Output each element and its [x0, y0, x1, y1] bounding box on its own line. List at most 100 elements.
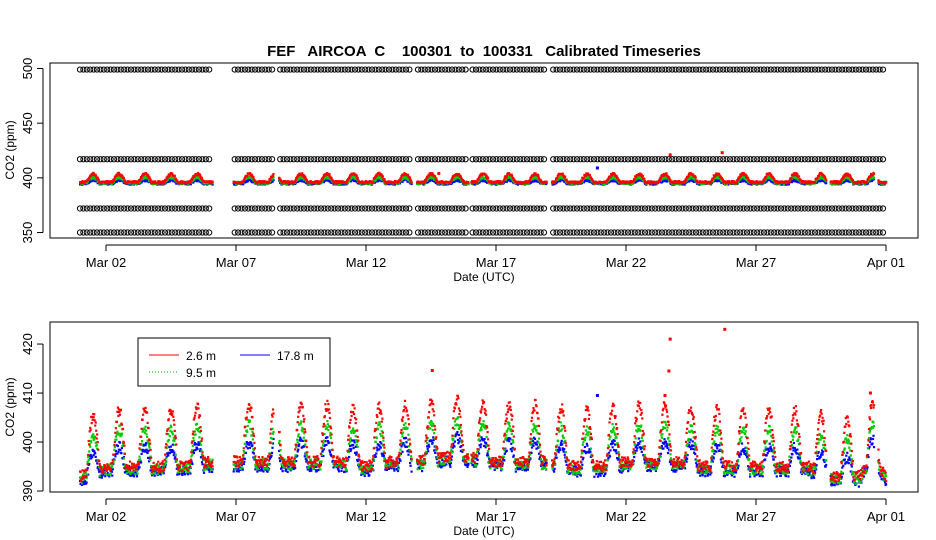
calibration-point — [784, 205, 791, 212]
calibration-point — [794, 205, 802, 212]
calibration-point — [879, 205, 887, 212]
calibration-point — [560, 205, 567, 212]
calibration-point — [141, 205, 148, 212]
data-point — [449, 181, 452, 184]
data-point — [534, 172, 537, 175]
calibration-point — [556, 66, 564, 73]
calibration-point — [262, 156, 269, 163]
calibration-point — [300, 156, 308, 163]
calibration-point — [517, 205, 524, 212]
calibration-point — [287, 229, 294, 236]
calibration-point — [845, 156, 853, 163]
calibration-point — [580, 205, 587, 212]
calibration-point — [324, 156, 331, 163]
calibration-point — [195, 156, 203, 163]
calibration-point — [553, 229, 560, 236]
calibration-point — [517, 66, 524, 73]
calibration-point — [788, 66, 795, 73]
data-point — [427, 177, 430, 180]
calibration-point — [788, 156, 795, 163]
calibration-point — [338, 156, 345, 163]
calibration-point — [127, 205, 135, 212]
data-point — [297, 174, 300, 177]
calibration-point — [862, 66, 870, 73]
calibration-point — [679, 205, 686, 212]
calibration-point — [594, 156, 601, 163]
calibration-point — [577, 229, 584, 236]
calibration-point — [131, 205, 138, 212]
calibration-point — [879, 229, 887, 236]
calibration-point — [876, 66, 883, 73]
calibration-point — [740, 229, 747, 236]
calibration-point — [114, 229, 121, 236]
calibration-point — [818, 156, 825, 163]
calibration-point — [570, 229, 577, 236]
calibration-point — [199, 156, 206, 163]
calibration-point — [161, 205, 169, 212]
calibration-point — [372, 229, 379, 236]
calibration-point — [825, 156, 832, 163]
calibration-point — [842, 205, 849, 212]
data-point — [632, 179, 635, 182]
calibration-point — [767, 205, 774, 212]
calibration-point — [151, 205, 158, 212]
data-point — [435, 177, 438, 180]
calibration-point — [771, 66, 778, 73]
data-point — [241, 181, 244, 184]
calibration-point — [750, 66, 757, 73]
calibration-point — [573, 66, 581, 73]
calibration-point — [385, 156, 393, 163]
calibration-point — [328, 229, 335, 236]
calibration-point — [669, 205, 676, 212]
data-point — [140, 176, 143, 179]
calibration-point — [737, 229, 744, 236]
calibration-point — [496, 205, 503, 212]
calibration-point — [607, 156, 615, 163]
calibration-point — [754, 66, 761, 73]
calibration-point — [127, 156, 135, 163]
data-point — [579, 181, 582, 185]
data-point — [661, 178, 664, 181]
calibration-point — [483, 66, 490, 73]
data-point — [715, 175, 718, 178]
calibration-point — [699, 229, 706, 236]
data-point — [154, 180, 157, 183]
calibration-point — [621, 229, 628, 236]
calibration-point — [421, 205, 428, 212]
calibration-point — [537, 229, 544, 236]
data-point — [138, 179, 142, 182]
calibration-point — [418, 156, 425, 163]
calibration-point — [862, 156, 870, 163]
data-point — [125, 182, 128, 185]
calibration-point — [563, 205, 570, 212]
calibration-point — [665, 66, 672, 73]
data-point — [398, 178, 402, 181]
calibration-point — [287, 205, 294, 212]
data-point — [406, 173, 410, 176]
data-point — [179, 182, 182, 185]
calibration-point — [835, 229, 842, 236]
calibration-point — [862, 205, 870, 212]
data-point — [272, 176, 275, 179]
calibration-point — [486, 66, 493, 73]
calibration-point — [805, 229, 812, 236]
calibration-point — [168, 66, 175, 73]
data-point — [487, 177, 490, 180]
calibration-point — [375, 229, 382, 236]
calibration-point — [750, 229, 757, 236]
calibration-point — [311, 156, 318, 163]
calibration-point — [235, 229, 242, 236]
data-point — [168, 180, 171, 183]
calibration-point — [418, 229, 425, 236]
calibration-point — [876, 205, 883, 212]
data-point — [303, 174, 306, 177]
data-point — [322, 181, 325, 184]
calibration-point — [241, 205, 248, 212]
calibration-point — [750, 156, 757, 163]
calibration-point — [737, 156, 744, 163]
data-point — [480, 175, 483, 178]
calibration-point — [720, 229, 727, 236]
calibration-point — [611, 229, 618, 236]
calibration-point — [328, 156, 335, 163]
data-point — [530, 180, 533, 183]
